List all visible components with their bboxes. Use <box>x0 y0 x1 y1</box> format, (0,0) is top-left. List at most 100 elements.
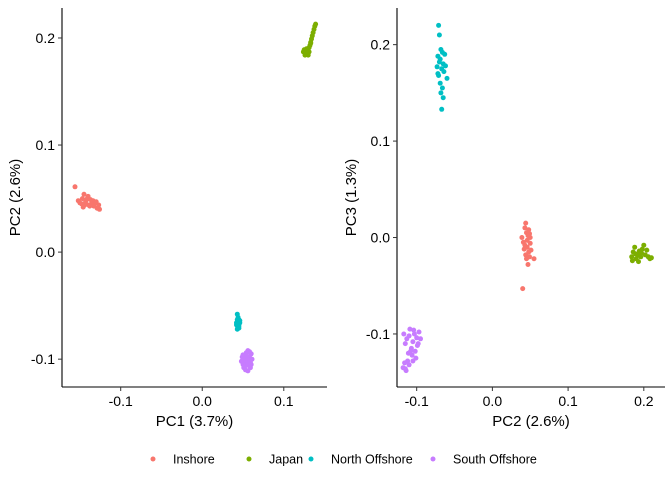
legend-item-inshore: Inshore <box>150 453 215 467</box>
point-north-offshore <box>441 69 447 75</box>
series-south-offshore <box>238 348 255 374</box>
point-inshore <box>519 235 525 240</box>
point-inshore <box>522 242 528 248</box>
point-north-offshore <box>234 326 240 332</box>
point-inshore <box>520 286 526 292</box>
x-tick-label: -0.1 <box>405 393 429 409</box>
point-north-offshore <box>439 85 445 91</box>
legend-item-north-offshore: North Offshore <box>308 453 413 467</box>
x-axis-title: PC1 (3.7%) <box>156 413 234 430</box>
point-north-offshore <box>436 32 442 38</box>
point-south-offshore <box>408 348 414 354</box>
x-tick-label: 0.0 <box>483 393 503 409</box>
point-south-offshore <box>414 335 420 341</box>
point-inshore <box>526 227 532 233</box>
point-japan <box>633 251 638 257</box>
point-north-offshore <box>438 90 444 96</box>
y-axis-title: PC2 (2.6%) <box>7 159 24 237</box>
series-south-offshore <box>400 326 423 374</box>
point-inshore <box>527 231 532 237</box>
point-japan <box>629 258 635 264</box>
legend: Inshore Japan North Offshore South Offshore <box>150 453 537 467</box>
point-inshore <box>81 191 87 197</box>
legend-label: South Offshore <box>453 453 537 467</box>
point-north-offshore <box>444 75 450 81</box>
point-south-offshore <box>247 349 252 355</box>
point-south-offshore <box>405 358 411 364</box>
y-tick-label: -0.1 <box>366 326 390 342</box>
point-inshore <box>82 202 88 208</box>
point-south-offshore <box>406 333 412 339</box>
point-japan <box>308 40 314 46</box>
legend-label: Japan <box>269 453 303 467</box>
series-japan <box>300 21 319 58</box>
y-tick-label: -0.1 <box>31 351 55 367</box>
point-north-offshore <box>434 64 440 70</box>
point-japan <box>629 254 635 260</box>
point-japan <box>638 254 644 260</box>
point-south-offshore <box>416 329 422 335</box>
point-inshore <box>525 262 531 267</box>
point-north-offshore <box>436 59 442 65</box>
point-inshore <box>523 252 529 258</box>
x-tick-label: 0.2 <box>634 393 654 409</box>
panel-pc1-vs-pc2: -0.1 0.0 0.1 -0.1 0.0 0.1 0.2 PC1 (3.7%) PC2 (2.… <box>7 8 327 430</box>
point-north-offshore <box>439 106 445 112</box>
point-inshore <box>523 220 529 226</box>
point-inshore <box>97 206 102 212</box>
point-japan <box>313 21 319 27</box>
point-south-offshore <box>418 336 423 342</box>
point-north-offshore <box>237 320 243 326</box>
legend-key-north-offshore <box>308 456 314 462</box>
point-south-offshore <box>242 364 248 370</box>
point-japan <box>639 250 644 256</box>
legend-label: Inshore <box>173 453 215 467</box>
point-inshore <box>84 197 89 203</box>
legend-key-inshore <box>150 456 156 462</box>
point-south-offshore <box>415 341 421 347</box>
point-south-offshore <box>400 365 406 371</box>
point-japan <box>632 244 638 250</box>
point-south-offshore <box>407 326 413 332</box>
x-tick-label: 0.0 <box>193 393 213 409</box>
legend-key-japan <box>246 456 252 462</box>
y-tick-label: 0.2 <box>36 30 56 46</box>
point-south-offshore <box>411 327 417 333</box>
point-south-offshore <box>239 354 245 360</box>
point-inshore <box>524 256 529 262</box>
point-inshore <box>88 201 94 207</box>
series-inshore <box>519 220 537 292</box>
point-inshore <box>527 240 533 246</box>
x-axis-title: PC2 (2.6%) <box>492 413 570 430</box>
panel-pc2-vs-pc3: -0.1 0.0 0.1 0.2 -0.1 0.0 0.1 0.2 PC2 (2.6%) PC3 … <box>343 8 665 430</box>
point-inshore <box>528 247 534 253</box>
series-north-offshore <box>234 311 243 332</box>
y-tick-label: 0.0 <box>371 230 391 246</box>
series-north-offshore <box>434 22 450 112</box>
point-north-offshore <box>443 63 448 69</box>
point-south-offshore <box>401 331 407 337</box>
point-japan <box>648 255 654 261</box>
point-japan <box>639 246 645 252</box>
point-japan <box>641 242 647 248</box>
legend-item-japan: Japan <box>246 453 303 467</box>
point-north-offshore <box>436 22 442 28</box>
legend-key-south-offshore <box>430 456 436 462</box>
y-tick-label: 0.1 <box>371 133 391 149</box>
legend-item-south-offshore: South Offshore <box>430 453 537 467</box>
point-inshore <box>93 199 99 205</box>
point-north-offshore <box>435 71 441 77</box>
y-axis-title: PC3 (1.3%) <box>343 159 360 237</box>
point-south-offshore <box>402 341 408 347</box>
y-tick-label: 0.2 <box>371 37 391 53</box>
y-tick-label: 0.0 <box>36 244 56 260</box>
point-inshore <box>521 246 527 252</box>
y-tick-label: 0.1 <box>36 137 56 153</box>
point-south-offshore <box>248 362 254 367</box>
x-tick-label: -0.1 <box>109 393 133 409</box>
point-south-offshore <box>410 339 416 345</box>
x-tick-label: 0.1 <box>558 393 578 409</box>
point-inshore <box>72 184 78 190</box>
